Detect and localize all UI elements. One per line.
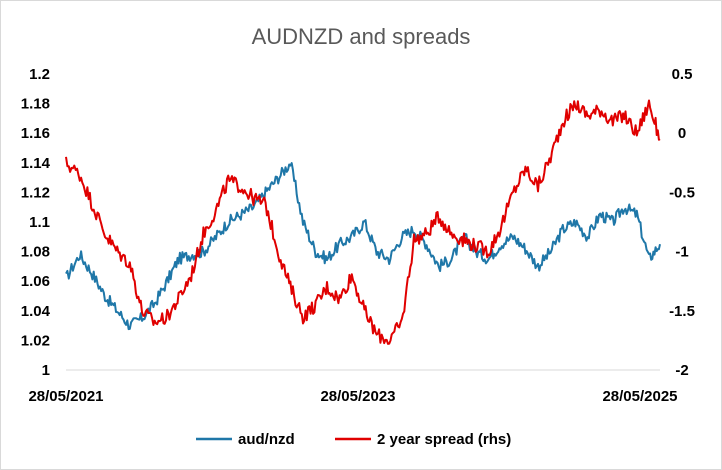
series-layer [65, 99, 661, 345]
left-tick-label: 1.02 [21, 332, 50, 349]
legend-label: aud/nzd [238, 431, 295, 448]
x-axis-tick-labels: 28/05/2021 28/05/2023 28/05/2025 [28, 388, 677, 405]
series-line-audnzd [65, 162, 661, 331]
x-tick-label: 28/05/2025 [602, 388, 677, 405]
legend: aud/nzd 2 year spread (rhs) [196, 431, 511, 448]
left-tick-label: 1.12 [21, 184, 50, 201]
legend-label: 2 year spread (rhs) [377, 431, 511, 448]
chart-title: AUDNZD and spreads [252, 24, 471, 49]
right-tick-label: -2 [675, 362, 688, 379]
left-tick-label: 1.14 [21, 155, 51, 172]
right-axis-tick-labels: 0.5 0 -0.5 -1 -1.5 -2 [669, 66, 695, 379]
left-tick-label: 1.18 [21, 96, 50, 113]
series-line-spread [65, 99, 661, 345]
right-tick-label: 0 [678, 125, 686, 142]
right-tick-label: -0.5 [669, 184, 695, 201]
x-tick-label: 28/05/2023 [320, 388, 395, 405]
legend-item: 2 year spread (rhs) [335, 431, 511, 448]
right-tick-label: -1 [675, 244, 688, 261]
right-tick-label: 0.5 [672, 66, 693, 83]
left-tick-label: 1.16 [21, 125, 50, 142]
left-tick-label: 1.08 [21, 244, 50, 261]
left-tick-label: 1.06 [21, 273, 50, 290]
right-tick-label: -1.5 [669, 303, 695, 320]
left-tick-label: 1.04 [21, 303, 51, 320]
left-tick-label: 1.2 [29, 66, 50, 83]
left-axis-tick-labels: 1.2 1.18 1.16 1.14 1.12 1.1 1.08 1.06 1.04 1.02 1 [21, 66, 51, 379]
legend-item: aud/nzd [196, 431, 295, 448]
left-tick-label: 1 [42, 362, 50, 379]
left-tick-label: 1.1 [29, 214, 50, 231]
x-tick-label: 28/05/2021 [28, 388, 103, 405]
